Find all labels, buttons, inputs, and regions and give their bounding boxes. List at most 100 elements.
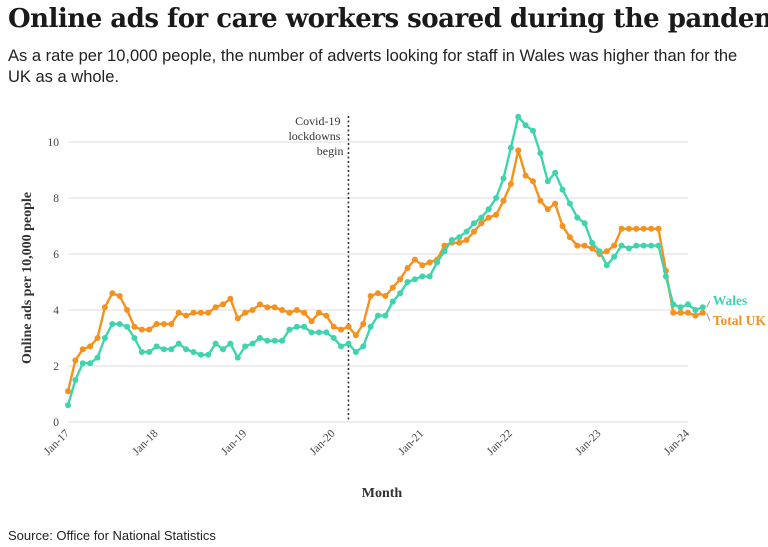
total-uk-data-point [109,290,116,297]
wales-data-point [212,340,219,347]
total-uk-data-point [124,307,131,313]
wales-data-point [242,343,249,350]
covid-annotation-line-2: lockdowns [288,129,340,143]
wales-data-point [448,237,455,243]
wales-data-point [153,343,160,350]
x-axis-title: Month [362,486,403,501]
total-uk-data-point [699,309,706,316]
total-uk-data-point [242,309,249,316]
series-end-labels: Wales Total UK [706,293,766,328]
x-tick-label: Jan-22 [485,427,515,457]
wales-data-point [478,214,485,221]
total-uk-data-point [655,225,662,232]
wales-data-point [589,239,596,246]
wales-data-point [692,307,699,313]
chart-subtitle: As a rate per 10,000 people, the number … [8,47,738,86]
wales-end-label: Wales [713,293,748,308]
wales-data-point [581,220,588,227]
total-uk-data-point [175,309,182,316]
total-uk-data-point [153,321,160,327]
total-uk-data-point [581,242,588,249]
y-tick-label: 6 [53,249,59,261]
wales-data-point [234,354,241,361]
total-uk-data-point [138,326,145,333]
wales-data-point [426,273,433,280]
total-uk-data-point [419,262,426,269]
total-uk-data-point [190,309,197,316]
total-uk-data-point [463,237,470,243]
wales-data-point [124,323,131,330]
wales-data-point [79,360,86,367]
total-uk-data-point [500,197,507,204]
total-uk-data-point [212,304,219,311]
wales-data-point [441,248,448,255]
wales-data-point [611,253,618,260]
wales-data-point [338,343,345,350]
covid-annotation-line-3: begin [317,144,344,158]
wales-data-point [419,273,426,280]
total-uk-data-point [625,225,632,232]
total-uk-data-point [72,357,79,364]
total-uk-data-point [677,309,684,316]
wales-data-point [375,312,381,319]
total-uk-data-point [685,309,691,316]
wales-data-point [633,242,640,249]
total-uk-data-point [485,214,492,221]
wales-data-point [109,321,116,327]
total-uk-data-point [566,234,573,241]
total-uk-data-point [197,309,204,316]
total-uk-data-point [301,309,308,316]
wales-data-point [271,337,278,344]
wales-data-point [227,340,234,347]
total-uk-data-point [293,307,300,313]
wales-data-point [625,245,632,252]
total-uk-data-point [101,304,108,311]
wales-data-point [352,349,359,355]
total-uk-data-point [94,335,101,341]
wales-data-point [566,200,573,207]
wales-data-point [168,346,175,353]
total-uk-data-point [234,315,241,322]
source-note: Source: Office for National Statistics [8,528,216,543]
total-uk-data-point [456,239,463,246]
wales-data-point [655,242,662,249]
series-lines [65,113,706,409]
total-uk-data-point [507,181,514,187]
wales-data-point [146,349,153,355]
total-uk-data-point [323,312,330,319]
wales-data-point [470,220,477,227]
wales-data-point [87,360,94,367]
total-uk-data-point [205,309,212,316]
total-uk-data-point [367,293,374,299]
wales-data-point [404,279,411,285]
total-uk-data-point [330,323,337,330]
wales-data-point [315,329,322,336]
x-tick-label: Jan-17 [42,427,72,457]
wales-data-point [264,337,271,344]
wales-data-point [552,169,559,176]
total-uk-data-point [352,332,359,339]
total-uk-data-point [404,265,411,271]
wales-data-point [618,242,625,249]
wales-data-point [397,290,404,297]
wales-data-point [205,351,212,358]
wales-data-point [389,298,396,305]
wales-data-point [190,349,197,355]
wales-label-leader [706,300,711,308]
x-tick-label: Jan-18 [131,427,161,457]
wales-data-point [648,242,655,249]
wales-data-point [670,301,677,308]
wales-data-point [220,346,226,353]
total-uk-data-point [308,318,315,325]
wales-data-point [522,122,529,129]
total-uk-data-point [65,388,71,395]
total-uk-data-point [131,323,138,330]
total-uk-data-point [470,228,477,235]
total-uk-data-point [183,312,190,319]
wales-data-point [367,323,374,330]
chart-title: Online ads for care workers soared durin… [8,4,768,34]
wales-data-point [515,113,522,120]
wales-data-point [138,349,145,355]
total-uk-data-point [168,321,175,327]
